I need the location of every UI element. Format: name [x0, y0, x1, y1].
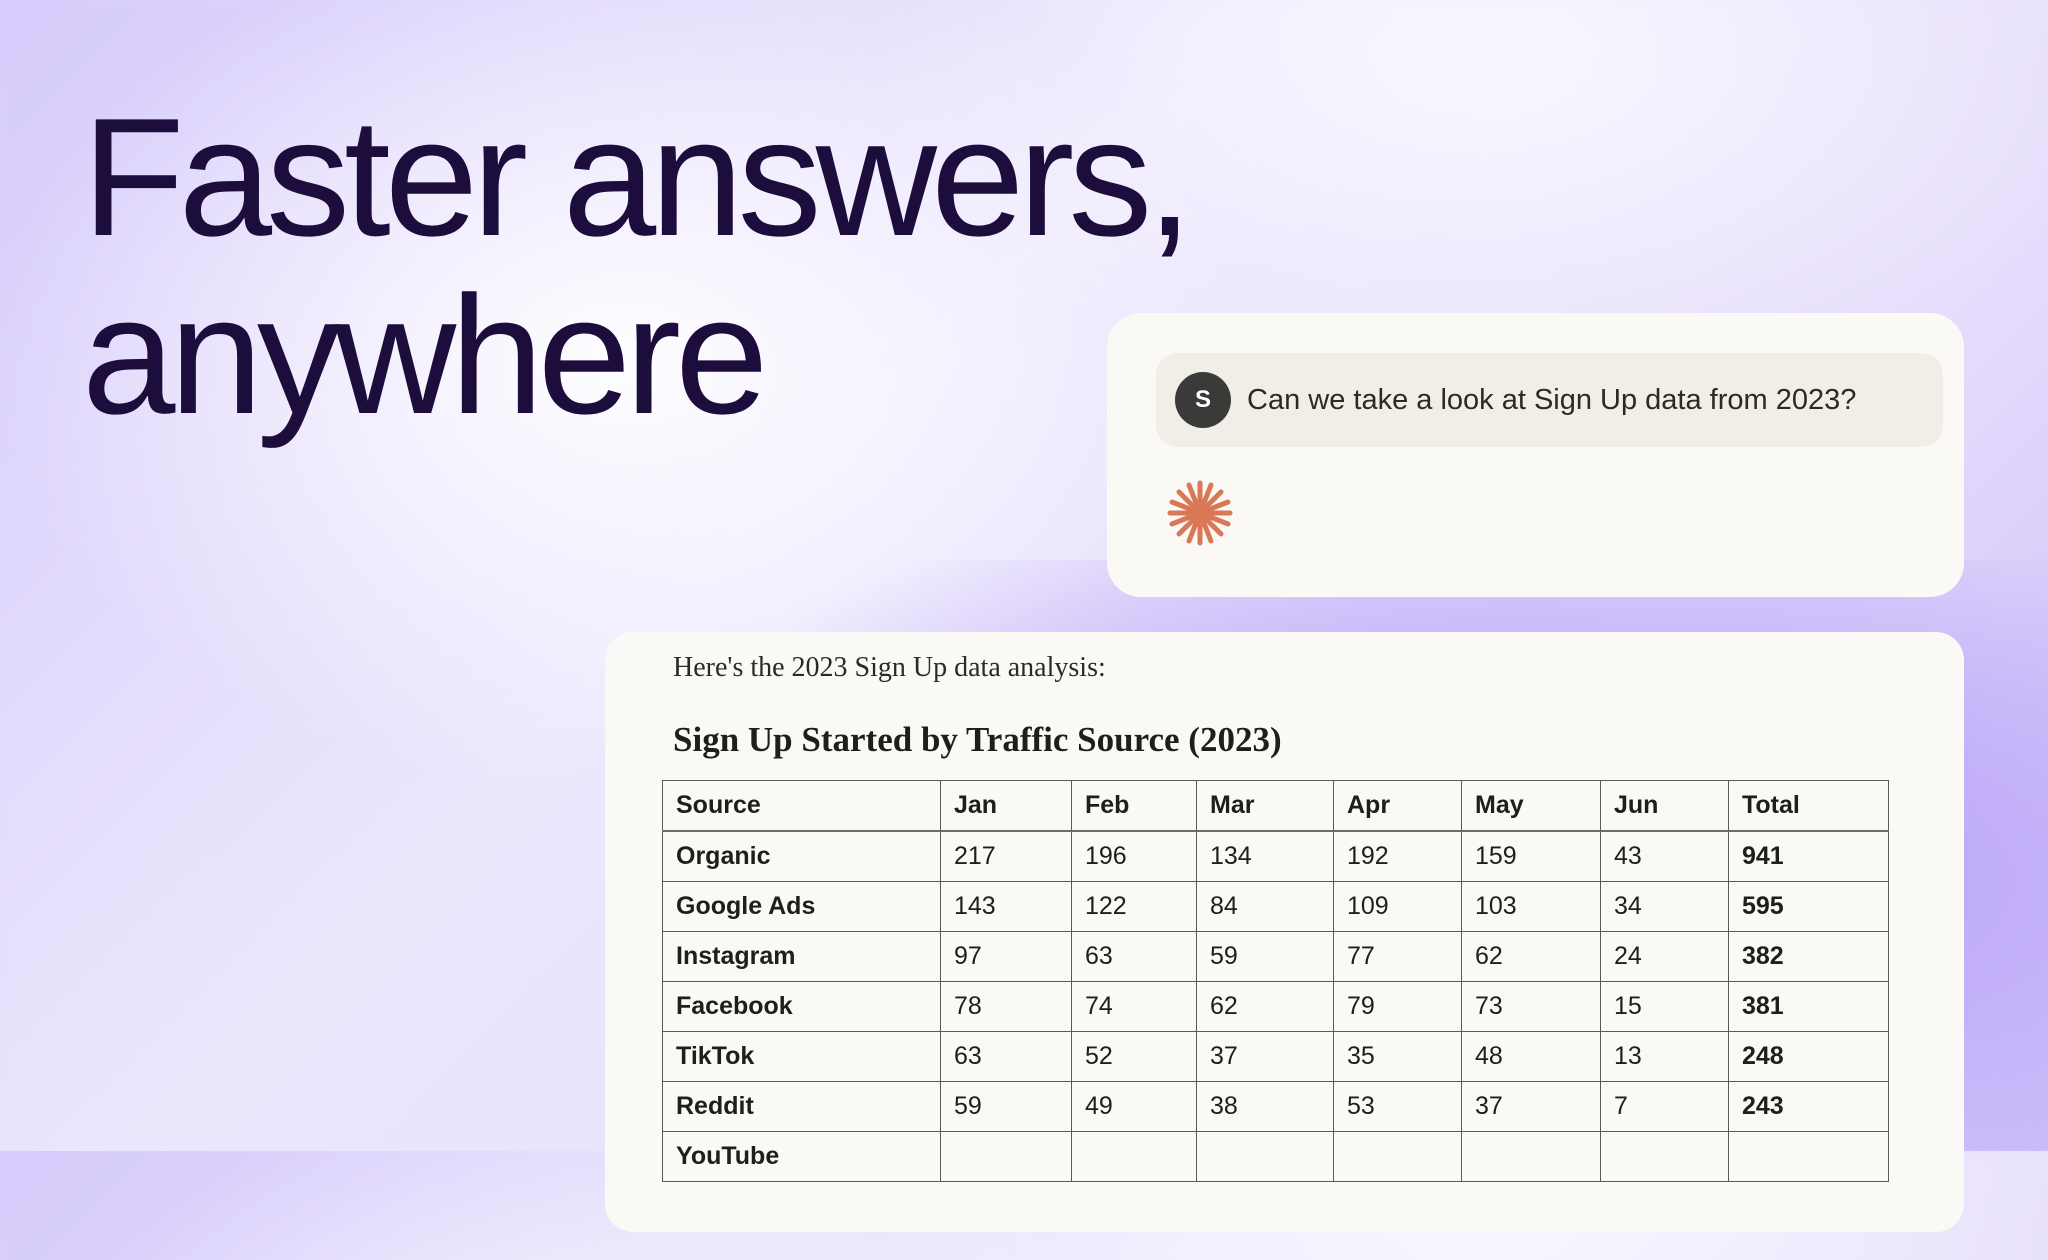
table-title: Sign Up Started by Traffic Source (2023) [673, 720, 1282, 759]
value-cell [940, 1131, 1072, 1182]
headline-line-1: Faster answers, [82, 83, 1193, 271]
value-cell: 78 [940, 981, 1072, 1032]
total-cell: 941 [1728, 830, 1889, 882]
value-cell: 143 [940, 881, 1072, 932]
column-header-source: Source [662, 780, 941, 832]
headline-line-2: anywhere [82, 261, 768, 449]
value-cell: 97 [940, 931, 1072, 982]
value-cell: 62 [1196, 981, 1334, 1032]
avatar: S [1175, 372, 1231, 428]
column-header-jun: Jun [1600, 780, 1729, 832]
value-cell: 122 [1071, 881, 1197, 932]
total-cell: 382 [1728, 931, 1889, 982]
source-cell: TikTok [662, 1031, 941, 1082]
column-header-mar: Mar [1196, 780, 1334, 832]
starburst-icon [1167, 480, 1233, 546]
value-cell: 34 [1600, 881, 1729, 932]
value-cell: 37 [1461, 1081, 1601, 1132]
value-cell [1071, 1131, 1197, 1182]
value-cell: 74 [1071, 981, 1197, 1032]
response-card: Here's the 2023 Sign Up data analysis: S… [605, 632, 1964, 1232]
table-row: Facebook 78 74 62 79 73 15 381 [662, 981, 1889, 1032]
total-cell [1728, 1131, 1889, 1182]
value-cell: 192 [1333, 830, 1462, 882]
source-cell: YouTube [662, 1131, 941, 1182]
column-header-may: May [1461, 780, 1601, 832]
value-cell: 134 [1196, 830, 1334, 882]
value-cell: 38 [1196, 1081, 1334, 1132]
source-cell: Google Ads [662, 881, 941, 932]
user-message-text: Can we take a look at Sign Up data from … [1247, 383, 1857, 416]
total-cell: 381 [1728, 981, 1889, 1032]
signup-table: Source Jan Feb Mar Apr May Jun Total Organic 217… [662, 780, 1889, 1182]
table-row: Organic 217 196 134 192 159 43 941 [662, 830, 1889, 882]
value-cell: 59 [940, 1081, 1072, 1132]
source-cell: Facebook [662, 981, 941, 1032]
total-cell: 595 [1728, 881, 1889, 932]
value-cell: 7 [1600, 1081, 1729, 1132]
value-cell: 109 [1333, 881, 1462, 932]
value-cell: 24 [1600, 931, 1729, 982]
value-cell: 52 [1071, 1031, 1197, 1082]
column-header-apr: Apr [1333, 780, 1462, 832]
table-row: TikTok 63 52 37 35 48 13 248 [662, 1031, 1889, 1082]
table-header-row: Source Jan Feb Mar Apr May Jun Total [662, 780, 1889, 832]
user-message: S Can we take a look at Sign Up data fro… [1156, 353, 1943, 447]
value-cell [1461, 1131, 1601, 1182]
chat-card: S Can we take a look at Sign Up data fro… [1107, 313, 1964, 597]
value-cell: 13 [1600, 1031, 1729, 1082]
value-cell: 63 [1071, 931, 1197, 982]
total-cell: 243 [1728, 1081, 1889, 1132]
table-row: Instagram 97 63 59 77 62 24 382 [662, 931, 1889, 982]
column-header-total: Total [1728, 780, 1889, 832]
table-row: Google Ads 143 122 84 109 103 34 595 [662, 881, 1889, 932]
value-cell: 62 [1461, 931, 1601, 982]
source-cell: Reddit [662, 1081, 941, 1132]
value-cell: 77 [1333, 931, 1462, 982]
value-cell [1333, 1131, 1462, 1182]
value-cell: 53 [1333, 1081, 1462, 1132]
column-header-feb: Feb [1071, 780, 1197, 832]
value-cell [1600, 1131, 1729, 1182]
value-cell: 43 [1600, 830, 1729, 882]
value-cell: 73 [1461, 981, 1601, 1032]
value-cell: 103 [1461, 881, 1601, 932]
value-cell [1196, 1131, 1334, 1182]
table-row: YouTube [662, 1131, 1889, 1182]
source-cell: Organic [662, 830, 941, 882]
value-cell: 49 [1071, 1081, 1197, 1132]
value-cell: 48 [1461, 1031, 1601, 1082]
column-header-jan: Jan [940, 780, 1072, 832]
value-cell: 15 [1600, 981, 1729, 1032]
total-cell: 248 [1728, 1031, 1889, 1082]
value-cell: 217 [940, 830, 1072, 882]
value-cell: 35 [1333, 1031, 1462, 1082]
response-intro: Here's the 2023 Sign Up data analysis: [673, 652, 1106, 683]
value-cell: 59 [1196, 931, 1334, 982]
value-cell: 159 [1461, 830, 1601, 882]
headline: Faster answers, anywhere [82, 88, 1193, 444]
value-cell: 79 [1333, 981, 1462, 1032]
value-cell: 196 [1071, 830, 1197, 882]
source-cell: Instagram [662, 931, 941, 982]
value-cell: 84 [1196, 881, 1334, 932]
value-cell: 37 [1196, 1031, 1334, 1082]
table-row: Reddit 59 49 38 53 37 7 243 [662, 1081, 1889, 1132]
value-cell: 63 [940, 1031, 1072, 1082]
